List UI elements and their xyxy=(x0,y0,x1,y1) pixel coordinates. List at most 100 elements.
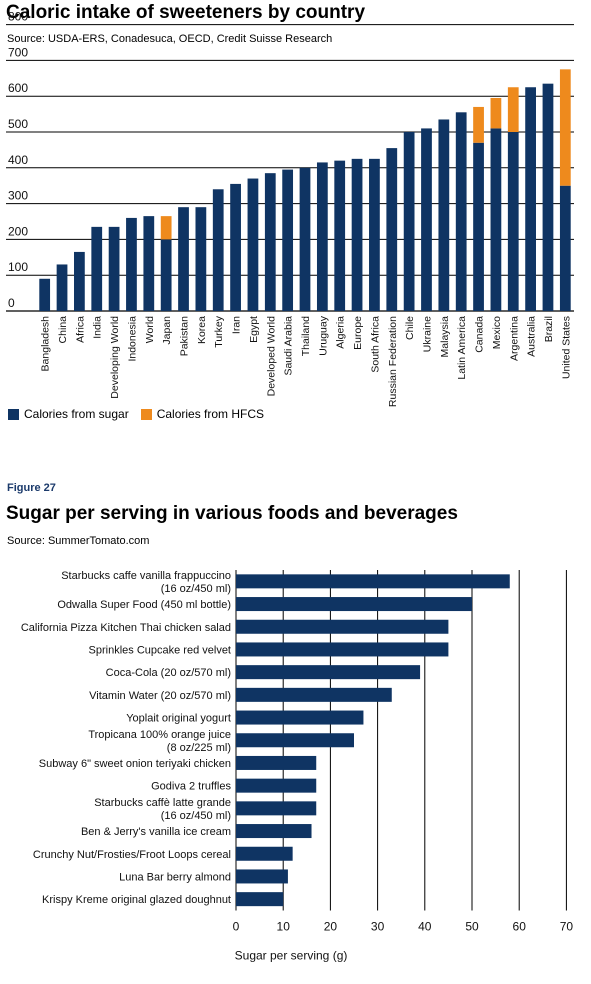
x-category-label: Ukraine xyxy=(421,316,433,352)
y-category-label: Vitamin Water (20 oz/570 ml) xyxy=(89,690,231,702)
bar-sugar xyxy=(264,173,276,311)
x-category-label: Indonesia xyxy=(126,316,138,362)
x-tick-label: 30 xyxy=(371,920,385,934)
y-category-label: Sprinkles Cupcake red velvet xyxy=(89,644,231,656)
legend-label-hfcs: Calories from HFCS xyxy=(156,407,265,421)
bar-sugar-per-serving xyxy=(236,619,449,634)
bar-sugar xyxy=(126,217,137,311)
bar-sugar-per-serving xyxy=(236,755,317,770)
y-tick-label: 200 xyxy=(8,224,28,238)
y-category-label: Godiva 2 truffles xyxy=(151,781,231,793)
bar-sugar xyxy=(212,189,224,311)
bar-sugar xyxy=(438,119,450,311)
y-tick-label: 100 xyxy=(8,260,28,274)
y-category-label: Krispy Kreme original glazed doughnut xyxy=(42,894,231,906)
bar-sugar xyxy=(490,128,502,311)
bar-sugar xyxy=(247,178,259,311)
bar-sugar xyxy=(316,162,328,311)
x-category-label: Bangladesh xyxy=(40,316,52,372)
bar-sugar xyxy=(351,158,363,311)
bar-sugar-per-serving xyxy=(236,846,293,861)
x-category-label: United States xyxy=(560,316,572,379)
x-category-label: Developing World xyxy=(109,316,121,399)
y-category-label: (8 oz/225 ml) xyxy=(167,742,231,754)
x-category-label: Brazil xyxy=(543,316,555,342)
y-tick-label: 300 xyxy=(8,189,28,203)
y-category-label: California Pizza Kitchen Thai chicken sa… xyxy=(21,622,231,634)
x-category-label: South Africa xyxy=(369,316,381,373)
y-category-label: Ben & Jerry's vanilla ice cream xyxy=(81,826,231,838)
y-tick-label: 400 xyxy=(8,153,28,167)
bar-sugar xyxy=(143,216,155,311)
bar-sugar xyxy=(178,207,189,311)
bar-sugar-per-serving xyxy=(236,687,392,702)
legend-swatch-sugar xyxy=(8,408,19,420)
bar-sugar xyxy=(74,251,85,311)
x-category-label: Mexico xyxy=(491,316,503,349)
legend-item-sugar: Calories from sugar xyxy=(8,407,129,421)
y-category-label: (16 oz/450 ml) xyxy=(161,583,231,595)
y-tick-label: 500 xyxy=(8,117,28,131)
legend-item-hfcs: Calories from HFCS xyxy=(140,407,265,421)
x-category-label: Chile xyxy=(404,316,416,340)
legend-swatch-hfcs xyxy=(140,408,152,420)
bar-sugar xyxy=(542,83,554,311)
bar-sugar xyxy=(108,226,120,311)
x-category-label: Australia xyxy=(526,316,538,357)
bar-sugar xyxy=(386,148,398,311)
x-category-label: Uruguay xyxy=(317,315,329,355)
bar-sugar-per-serving xyxy=(236,869,288,884)
bar-sugar xyxy=(559,185,571,311)
x-tick-label: 10 xyxy=(277,920,291,934)
y-category-label: Odwalla Super Food (450 ml bottle) xyxy=(57,599,231,611)
bar-sugar xyxy=(525,87,536,311)
chart2-plot: 0 10 20 30 40 50 60 70 Starbucks caffe vanilla f… xyxy=(21,570,574,963)
x-category-label: Iran xyxy=(231,316,243,334)
y-category-label: Subway 6" sweet onion teriyaki chicken xyxy=(39,758,231,770)
bar-sugar xyxy=(195,207,207,311)
y-category-label: Luna Bar berry almond xyxy=(119,871,231,883)
x-category-label: Russian Federation xyxy=(387,316,399,407)
x-category-label: Argentina xyxy=(508,316,520,361)
chart2-title: Sugar per serving in various foods and b… xyxy=(6,503,458,524)
x-category-label: Saudi Arabia xyxy=(283,316,295,376)
bar-sugar xyxy=(507,132,519,311)
y-category-label: Yoplait original yogurt xyxy=(126,713,231,725)
x-tick-label: 40 xyxy=(418,920,432,934)
y-category-label: Coca-Cola (20 oz/570 ml) xyxy=(106,667,231,679)
x-category-label: Egypt xyxy=(248,316,260,343)
x-category-label: Turkey xyxy=(213,315,225,347)
chart1-plot: 800 700 600 500 400 300 200 100 0 Bangladesh China… xyxy=(6,10,574,407)
x-category-label: Europe xyxy=(352,316,364,350)
y-category-label: Crunchy Nut/Frosties/Froot Loops cereal xyxy=(33,849,231,861)
x-category-label: Latin America xyxy=(456,316,468,380)
bar-sugar xyxy=(160,239,172,311)
x-category-label: India xyxy=(92,316,104,339)
bar-sugar-per-serving xyxy=(236,892,284,907)
bar-sugar xyxy=(56,264,68,311)
bar-hfcs xyxy=(507,87,519,132)
x-category-label: Developed World xyxy=(265,316,277,397)
y-tick-label: 700 xyxy=(8,45,28,59)
x-category-label: Pakistan xyxy=(179,316,191,356)
bar-hfcs xyxy=(559,69,571,186)
bar-sugar-per-serving xyxy=(236,710,364,725)
x-category-label: China xyxy=(57,316,69,344)
x-category-label: Canada xyxy=(474,316,486,353)
chart1-title: Caloric intake of sweeteners by country xyxy=(6,2,366,23)
x-category-label: Thailand xyxy=(300,316,312,356)
y-tick-label: 0 xyxy=(8,296,15,310)
bar-sugar-per-serving xyxy=(236,665,421,680)
y-category-label: (16 oz/450 ml) xyxy=(161,810,231,822)
bar-sugar xyxy=(39,278,51,311)
x-category-label: Korea xyxy=(196,316,208,344)
bar-sugar xyxy=(421,128,432,311)
bar-hfcs xyxy=(490,97,502,129)
x-category-label: World xyxy=(144,316,156,343)
bar-sugar xyxy=(369,158,380,311)
x-category-label: Japan xyxy=(161,316,173,345)
legend-label-sugar: Calories from sugar xyxy=(24,407,129,421)
chart1-source: Source: USDA-ERS, Conadesuca, OECD, Cred… xyxy=(7,33,333,45)
x-tick-label: 0 xyxy=(233,920,240,934)
bar-sugar xyxy=(282,169,294,311)
